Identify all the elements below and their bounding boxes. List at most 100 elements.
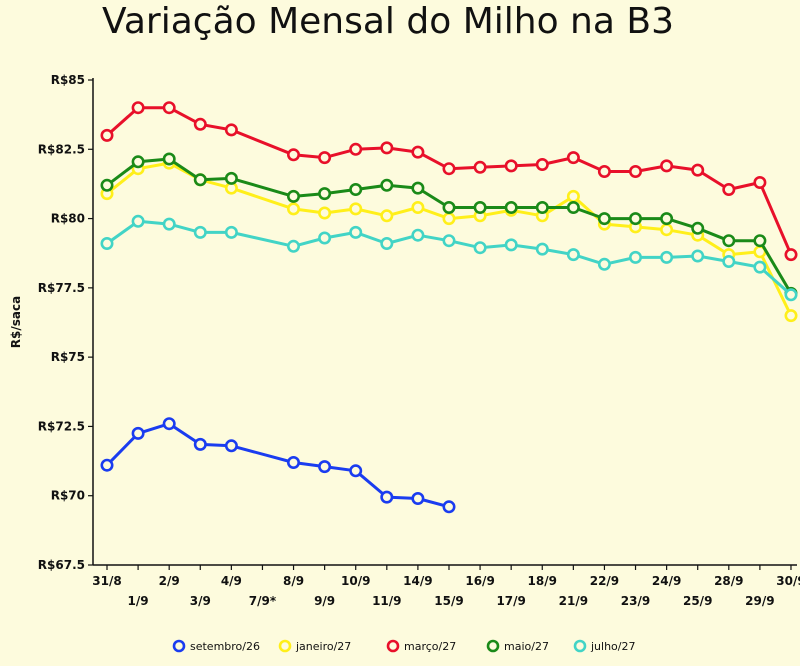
x-tick-label: 17/9 [496,594,525,608]
y-tick-label: R$70 [51,489,85,503]
data-point [691,221,705,235]
series-line [106,106,793,256]
y-tick-label: R$72.5 [38,419,85,433]
x-tick-label: 2/9 [159,574,180,588]
data-point [442,212,456,226]
x-tick-label: 4/9 [221,574,242,588]
data-point [349,202,363,216]
data-point [131,426,145,440]
data-point [628,212,642,226]
data-point [318,460,332,474]
data-point [224,439,238,453]
data-point [597,165,611,179]
data-point [193,117,207,131]
data-point [380,209,394,223]
x-axis-ticks: 31/8 1/9 2/9 3/9 4/9 7/9* 8/9 9/9 10/911/914/915… [92,565,800,608]
x-tick-label: 16/9 [465,574,494,588]
data-point [162,152,176,166]
x-tick-label: 25/9 [683,594,712,608]
data-point [722,234,736,248]
legend-item: julho/27 [573,639,636,653]
x-tick-label: 21/9 [559,594,588,608]
data-point [131,101,145,115]
data-point [442,201,456,215]
data-point [380,178,394,192]
series-line [106,161,793,317]
data-point [224,171,238,185]
legend-marker [386,639,400,653]
data-point [380,141,394,155]
data-point [566,151,580,165]
y-tick-label: R$77.5 [38,281,85,295]
data-point [349,225,363,239]
legend-marker [486,639,500,653]
data-point [504,159,518,173]
data-point [349,464,363,478]
data-point [473,160,487,174]
legend-item: maio/27 [486,639,549,653]
data-point [784,309,798,323]
data-point [411,181,425,195]
data-point [473,201,487,215]
y-tick-label: R$85 [51,73,85,87]
x-tick-label: 18/9 [528,574,557,588]
data-point [504,201,518,215]
data-point [442,500,456,514]
series-setembro-26 [100,417,456,514]
series-line [105,422,450,509]
x-tick-label: 30/9 [776,574,800,588]
data-point [380,237,394,251]
legend-label: março/27 [404,640,456,653]
legend-label: setembro/26 [190,640,260,653]
y-tick-label: R$67.5 [38,558,85,572]
data-point [566,248,580,262]
legend-item: março/27 [386,639,456,653]
data-point [131,155,145,169]
data-point [100,237,114,251]
data-point [753,234,767,248]
data-point [628,250,642,264]
series-line [106,219,792,296]
data-point [535,201,549,215]
data-point [628,165,642,179]
data-point [318,206,332,220]
data-point [660,223,674,237]
data-point [535,158,549,172]
data-point [753,260,767,274]
legend-marker [278,639,292,653]
x-tick-label: 31/8 [92,574,121,588]
data-point [566,189,580,203]
data-point [286,189,300,203]
data-point [442,234,456,248]
data-point [286,455,300,469]
x-tick-label: 22/9 [590,574,619,588]
legend-label: julho/27 [590,640,636,653]
data-point [566,201,580,215]
data-point [691,163,705,177]
data-point [318,187,332,201]
data-point [722,254,736,268]
x-tick-label: 1/9 [128,594,149,608]
chart-title: Variação Mensal do Milho na B3 [102,1,674,42]
data-point [411,228,425,242]
data-point [535,242,549,256]
x-tick-label: 9/9 [314,594,335,608]
data-point [162,101,176,115]
data-point [100,128,114,142]
data-point [691,249,705,263]
x-tick-label: 3/9 [190,594,211,608]
data-point [660,159,674,173]
x-tick-label: 11/9 [372,594,401,608]
x-tick-label: 29/9 [745,594,774,608]
series-group [100,101,798,514]
data-point [162,417,176,431]
series-mar-o-27 [100,101,798,262]
data-point [224,225,238,239]
data-point [286,202,300,216]
series-maio-27 [100,152,798,300]
data-point [784,248,798,262]
data-point [411,201,425,215]
legend-item: janeiro/27 [278,639,351,653]
data-point [193,173,207,187]
